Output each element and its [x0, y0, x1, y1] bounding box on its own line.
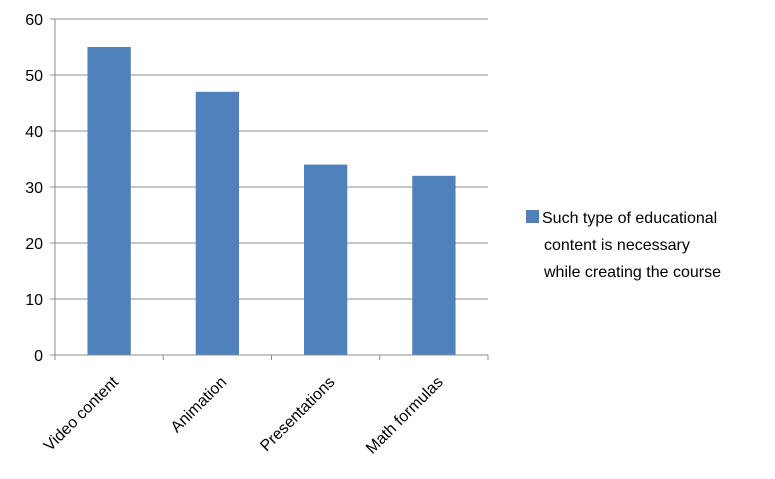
bar: [87, 47, 131, 355]
y-tick-label: 30: [25, 180, 43, 197]
x-axis-labels: Video content Animation Presentations Math …: [41, 373, 447, 457]
legend-line: Such type of educational: [542, 210, 717, 227]
x-category-label: Presentations: [257, 374, 338, 455]
x-category-label: Video content: [41, 373, 122, 454]
y-axis-ticks: 0 10 20 30 40 50 60: [25, 12, 55, 365]
x-category-label: Math formulas: [363, 374, 447, 458]
x-category-label: Animation: [168, 374, 230, 436]
legend: Such type of educational content is neces…: [526, 210, 721, 281]
bar: [303, 164, 348, 355]
legend-label: Such type of educational content is neces…: [542, 210, 721, 281]
legend-swatch: [526, 210, 539, 223]
x-axis-ticks: [54, 355, 489, 360]
y-tick-label: 0: [34, 348, 43, 365]
y-tick-label: 50: [25, 68, 43, 85]
legend-line: content is necessary: [544, 237, 690, 254]
y-tick-label: 40: [25, 124, 43, 141]
y-tick-label: 10: [25, 292, 43, 309]
y-tick-label: 60: [25, 12, 43, 29]
bar: [412, 175, 456, 355]
bars: [87, 47, 456, 356]
bar: [195, 91, 240, 356]
y-tick-label: 20: [25, 236, 43, 253]
legend-line: while creating the course: [543, 264, 721, 281]
